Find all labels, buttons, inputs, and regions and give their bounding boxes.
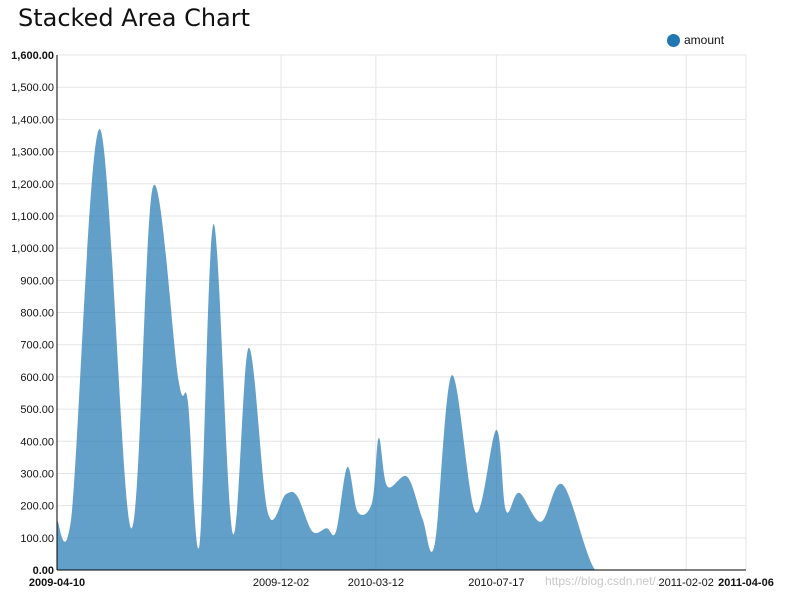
- watermark: https://blog.csdn.net/...: [545, 574, 666, 588]
- x-tick-label: 2009-12-02: [253, 577, 309, 589]
- y-tick-label: 1,000.00: [11, 243, 54, 255]
- y-tick-label: 1,100.00: [11, 211, 54, 223]
- chart-title: Stacked Area Chart: [18, 4, 251, 32]
- area-series-amount: [57, 128, 746, 570]
- y-tick-label: 1,500.00: [11, 82, 54, 94]
- y-tick-label: 100.00: [20, 533, 54, 545]
- x-tick-label: 2010-07-17: [468, 577, 524, 589]
- y-tick-label: 800.00: [20, 308, 54, 320]
- y-tick-label: 700.00: [20, 340, 54, 352]
- y-tick-label: 0.00: [33, 565, 54, 577]
- x-tick-label: 2011-02-02: [658, 577, 713, 589]
- y-tick-label: 1,300.00: [11, 147, 54, 159]
- legend[interactable]: amount: [667, 33, 724, 47]
- x-tick-label: 2010-03-12: [348, 577, 404, 589]
- x-tick-label: 2011-04-06: [718, 577, 774, 589]
- y-tick-label: 1,200.00: [11, 179, 54, 191]
- y-tick-label: 500.00: [20, 404, 54, 416]
- legend-label-amount: amount: [684, 33, 725, 47]
- y-tick-label: 900.00: [20, 275, 54, 287]
- y-tick-label: 200.00: [20, 501, 54, 513]
- x-tick-label: 2009-04-10: [29, 577, 85, 589]
- y-tick-label: 400.00: [20, 436, 54, 448]
- y-tick-label: 600.00: [20, 372, 54, 384]
- legend-swatch[interactable]: [667, 33, 680, 47]
- y-tick-label: 1,600.00: [11, 50, 54, 62]
- y-tick-label: 300.00: [20, 468, 54, 480]
- y-tick-label: 1,400.00: [11, 114, 54, 126]
